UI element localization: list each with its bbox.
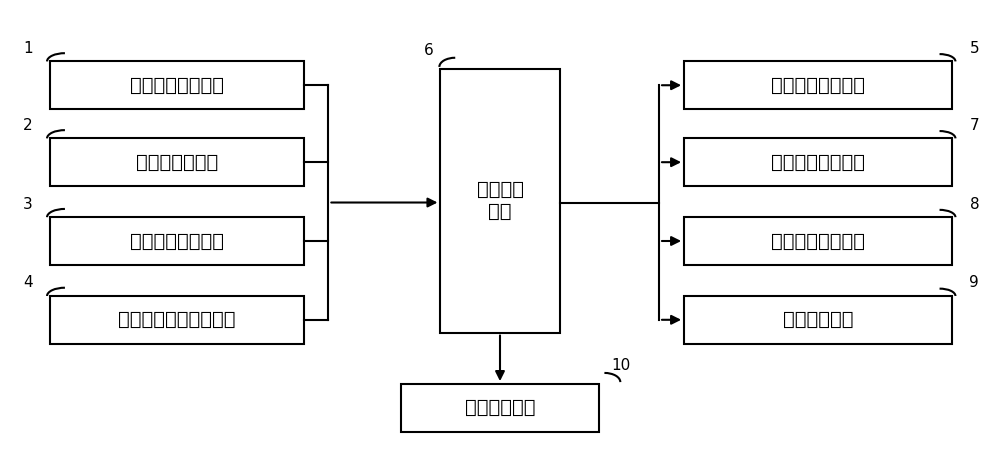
Text: 5: 5: [970, 41, 979, 56]
Text: 8: 8: [970, 197, 979, 211]
FancyBboxPatch shape: [401, 384, 599, 431]
Text: 9: 9: [969, 276, 979, 291]
FancyBboxPatch shape: [440, 69, 560, 333]
FancyBboxPatch shape: [50, 296, 304, 344]
Text: 3: 3: [23, 197, 33, 211]
Text: 图像特征提取模块: 图像特征提取模块: [130, 232, 224, 251]
Text: 更新显示模块: 更新显示模块: [465, 398, 535, 417]
FancyBboxPatch shape: [684, 217, 952, 265]
FancyBboxPatch shape: [50, 217, 304, 265]
FancyBboxPatch shape: [50, 61, 304, 109]
FancyBboxPatch shape: [684, 61, 952, 109]
Text: 图像边缘信息统计模块: 图像边缘信息统计模块: [118, 310, 236, 329]
Text: 7: 7: [970, 118, 979, 133]
Text: 退化程度量化模块: 退化程度量化模块: [771, 232, 865, 251]
Text: 1: 1: [23, 41, 33, 56]
Text: 2: 2: [23, 118, 33, 133]
Text: 图像数据获取模块: 图像数据获取模块: [130, 76, 224, 95]
Text: 评价指标建立模块: 评价指标建立模块: [771, 76, 865, 95]
Text: 量化模型构建模块: 量化模型构建模块: [771, 153, 865, 172]
Text: 图像预处理模块: 图像预处理模块: [136, 153, 218, 172]
FancyBboxPatch shape: [684, 138, 952, 186]
FancyBboxPatch shape: [684, 296, 952, 344]
FancyBboxPatch shape: [50, 138, 304, 186]
Text: 10: 10: [612, 358, 631, 373]
Text: 中央控制
模块: 中央控制 模块: [477, 180, 524, 221]
Text: 4: 4: [23, 276, 33, 291]
Text: 6: 6: [424, 43, 433, 58]
Text: 数据存储模块: 数据存储模块: [783, 310, 853, 329]
